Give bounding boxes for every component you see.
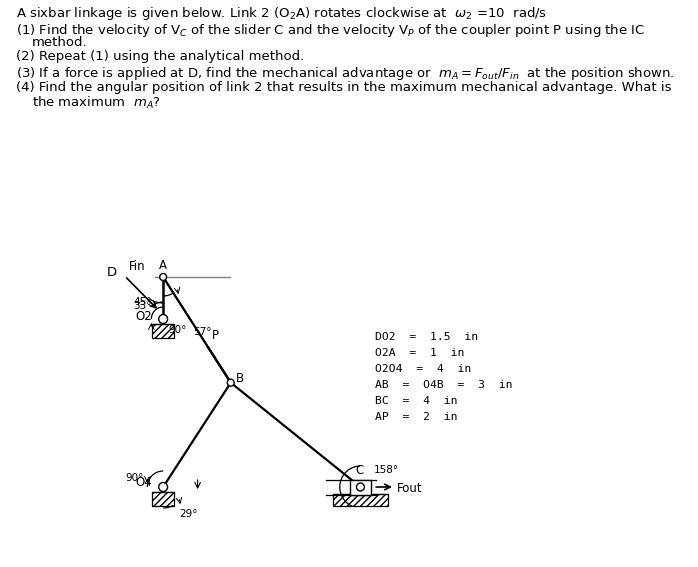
Polygon shape xyxy=(207,346,231,383)
Text: (3) If a force is applied at D, find the mechanical advantage or  $m_A = F_{out}: (3) If a force is applied at D, find the… xyxy=(16,65,675,82)
Circle shape xyxy=(357,483,364,491)
Bar xyxy=(334,494,387,506)
Polygon shape xyxy=(163,277,191,321)
Text: Fout: Fout xyxy=(397,482,422,495)
Text: O2A  =  1  in: O2A = 1 in xyxy=(375,348,464,358)
Bar xyxy=(350,480,371,494)
Text: the maximum  $m_A$?: the maximum $m_A$? xyxy=(32,95,161,111)
Text: method.: method. xyxy=(32,36,88,49)
Polygon shape xyxy=(195,328,214,357)
Text: Fin: Fin xyxy=(128,260,145,273)
Text: 90°: 90° xyxy=(126,473,144,483)
Text: O2: O2 xyxy=(135,310,152,323)
Text: BC  =  4  in: BC = 4 in xyxy=(375,396,457,406)
Text: (1) Find the velocity of V$_C$ of the slider C and the velocity V$_P$ of the cou: (1) Find the velocity of V$_C$ of the sl… xyxy=(16,22,646,39)
Text: O2O4  =  4  in: O2O4 = 4 in xyxy=(375,364,471,374)
Text: 90°: 90° xyxy=(168,325,186,335)
Text: DO2  =  1.5  in: DO2 = 1.5 in xyxy=(375,332,478,342)
Text: O4: O4 xyxy=(135,476,152,489)
Circle shape xyxy=(158,315,168,324)
Circle shape xyxy=(228,379,235,386)
Text: (2) Repeat (1) using the analytical method.: (2) Repeat (1) using the analytical meth… xyxy=(16,50,304,63)
Text: AP  =  2  in: AP = 2 in xyxy=(375,412,457,422)
Bar xyxy=(152,324,174,338)
Text: C: C xyxy=(355,463,364,476)
Circle shape xyxy=(160,273,167,281)
Text: 33°: 33° xyxy=(133,301,152,311)
Text: 29°: 29° xyxy=(179,509,198,519)
Circle shape xyxy=(158,483,168,492)
Text: 158°: 158° xyxy=(374,465,399,475)
Text: A: A xyxy=(159,259,168,272)
Bar xyxy=(152,492,174,506)
Text: A sixbar linkage is given below. Link 2 (O$_2$A) rotates clockwise at  $\omega_2: A sixbar linkage is given below. Link 2 … xyxy=(16,5,548,22)
Text: 57°: 57° xyxy=(193,327,211,337)
Text: (4) Find the angular position of link 2 that results in the maximum mechanical a: (4) Find the angular position of link 2 … xyxy=(16,81,672,94)
Text: D: D xyxy=(107,266,117,279)
Text: B: B xyxy=(236,372,244,384)
Text: 45°: 45° xyxy=(133,297,152,307)
Text: AB  =  O4B  =  3  in: AB = O4B = 3 in xyxy=(375,380,512,390)
Text: P: P xyxy=(212,329,219,342)
